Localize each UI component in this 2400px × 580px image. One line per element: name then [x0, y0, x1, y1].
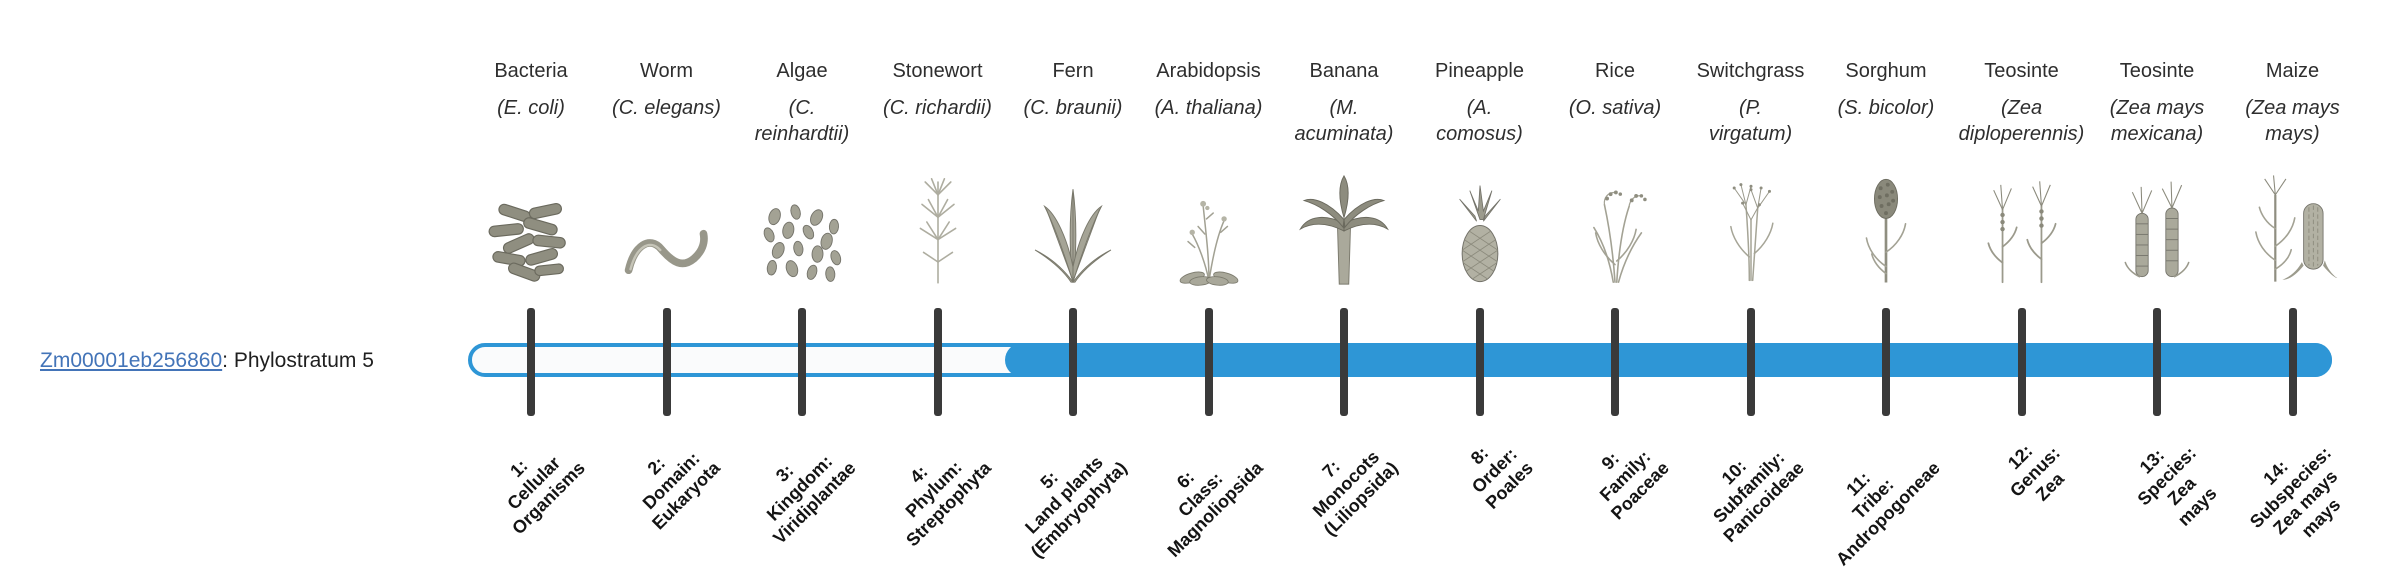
phylostratum-label: 3: Kingdom: Viridiplantae: [740, 428, 861, 549]
bacteria-icon: [466, 154, 596, 286]
timeline-tick-mark: [1475, 308, 1484, 416]
organism-scientific-name-line: reinhardtii): [754, 123, 850, 146]
timeline-tick-mark: [1746, 308, 1755, 416]
timeline-tick-mark: [2017, 308, 2026, 416]
banana-icon: [1279, 154, 1409, 286]
organism-scientific-name-line: (C. elegans): [612, 97, 721, 119]
organism-scientific-name: (Zea mays mays): [2218, 95, 2368, 148]
organism-scientific-name-line: (C. richardii): [883, 97, 992, 119]
stonewort-icon: [873, 154, 1003, 286]
organism-scientific-name: (A. comosus): [1405, 95, 1555, 148]
timeline-tick-mark: [1882, 308, 1890, 416]
organism-scientific-name: (C. braunii): [998, 95, 1148, 121]
organism-scientific-name: (P. virgatum): [1676, 95, 1826, 148]
fern-icon: [1008, 154, 1138, 286]
timeline-tick-mark: [1611, 308, 1619, 416]
organism-scientific-name-line: (S. bicolor): [1837, 97, 1935, 119]
organism-scientific-name: (C. elegans): [592, 95, 742, 121]
timeline-tick-mark: [1069, 308, 1077, 416]
teosinte-diploperennis-icon: [1957, 154, 2087, 286]
maize-icon: [2228, 154, 2358, 286]
organism-scientific-name: (Zea diploperennis): [1947, 95, 2097, 148]
organism-scientific-name: (A. thaliana): [1134, 95, 1284, 121]
gene-id-link[interactable]: Zm00001eb256860: [40, 349, 223, 372]
phylostratum-label: 8: Order: Poales: [1452, 428, 1538, 514]
organism-name: Bacteria: [494, 60, 568, 82]
organism-scientific-name-line: acuminata): [1294, 123, 1394, 146]
worm-icon: [602, 154, 732, 286]
organism-name: Teosinte: [2119, 60, 2195, 82]
timeline-tick-mark: [798, 308, 806, 416]
timeline-tick-mark: [662, 308, 671, 416]
organism-scientific-name-line: (O. sativa): [1568, 97, 1662, 119]
phylostratum-label: 1: Cellular Organisms: [478, 428, 590, 540]
timeline-filled-segment: [1005, 343, 2332, 377]
sorghum-icon: [1821, 154, 1951, 286]
gene-phylostratum-text: : Phylostratum 5: [222, 349, 374, 372]
phylostratum-label: 14: Subspecies: Zea mays mays: [2232, 428, 2367, 563]
organism-name: Sorghum: [1845, 60, 1927, 82]
organism-scientific-name: (E. coli): [456, 95, 606, 121]
organism-scientific-name-line: (M.: [1329, 97, 1359, 119]
algae-icon: [737, 154, 867, 286]
organism-name: Stonewort: [892, 60, 983, 82]
organism-scientific-name-line: (Zea mays: [2245, 97, 2340, 119]
organism-scientific-name: (S. bicolor): [1811, 95, 1961, 121]
organism-name: Fern: [1052, 60, 1094, 82]
organism-name: Algae: [776, 60, 828, 82]
arabidopsis-icon: [1144, 154, 1274, 286]
phylostratum-label: 6: Class: Magnoliopsida: [1133, 428, 1267, 562]
phylostratum-label: 5: Land plants (Embryophyta): [997, 428, 1132, 563]
phylostratum-label: 11: Tribe: Andropogoneae: [1802, 428, 1945, 571]
organism-scientific-name-line: mexicana): [2110, 123, 2204, 146]
phylostratum-label: 2: Domain: Eukaryota: [619, 428, 726, 535]
phylostratum-label: 13: Species: Zea mays: [2119, 428, 2231, 540]
organism-name: Rice: [1594, 60, 1635, 82]
organism-scientific-name-line: diploperennis): [1958, 123, 2085, 146]
organism-scientific-name-line: (C. braunii): [1023, 97, 1123, 119]
organism-scientific-name-line: (P.: [1739, 97, 1762, 119]
organism-scientific-name: (C. reinhardtii): [727, 95, 877, 148]
organism-scientific-name-line: (Zea mays: [2109, 97, 2205, 119]
timeline-tick-mark: [2153, 308, 2161, 416]
organism-name: Switchgrass: [1696, 60, 1805, 82]
gene-label: Zm00001eb256860: Phylostratum 5: [40, 349, 374, 373]
organism-name: Arabidopsis: [1156, 60, 1261, 82]
organism-name: Maize: [2265, 60, 2320, 82]
pineapple-icon: [1415, 154, 1545, 286]
phylostratum-label: 12: Genus: Zea: [1992, 428, 2081, 517]
phylostratum-label: 7: Monocots (Liliopsida): [1290, 428, 1403, 541]
organism-scientific-name: (C. richardii): [863, 95, 1013, 121]
organism-scientific-name-line: (A. thaliana): [1154, 97, 1263, 119]
organism-scientific-name: (O. sativa): [1540, 95, 1690, 121]
timeline-tick-mark: [1340, 308, 1348, 416]
organism-scientific-name-line: virgatum): [1708, 123, 1793, 146]
organism-name: Teosinte: [1984, 60, 2059, 82]
organism-name: Pineapple: [1435, 60, 1524, 82]
organism-name: Banana: [1309, 60, 1379, 82]
organism-scientific-name-line: (A.: [1466, 97, 1493, 119]
switchgrass-icon: [1686, 154, 1816, 286]
organism-scientific-name-line: (E. coli): [497, 97, 565, 119]
phylostratum-label: 10: Subfamily: Panicoideae: [1690, 428, 1809, 547]
organism-name: Worm: [640, 60, 693, 82]
timeline-tick-mark: [1204, 308, 1213, 416]
timeline-tick-mark: [527, 308, 535, 416]
organism-scientific-name: (Zea mays mexicana): [2082, 95, 2232, 148]
organism-scientific-name-line: comosus): [1436, 123, 1523, 146]
organism-scientific-name: (M. acuminata): [1269, 95, 1419, 148]
organism-scientific-name-line: (Zea: [2000, 97, 2043, 119]
timeline-tick-mark: [2288, 308, 2297, 416]
teosinte-mexicana-icon: [2092, 154, 2222, 286]
timeline-tick-mark: [933, 308, 942, 416]
phylostratum-label: 4: Phylum: Streptophyta: [873, 428, 997, 552]
organism-scientific-name-line: (C.: [788, 97, 816, 119]
rice-icon: [1550, 154, 1680, 286]
organism-scientific-name-line: mays): [2265, 123, 2320, 146]
phylostratum-label: 9: Family: Poaceae: [1577, 428, 1674, 525]
